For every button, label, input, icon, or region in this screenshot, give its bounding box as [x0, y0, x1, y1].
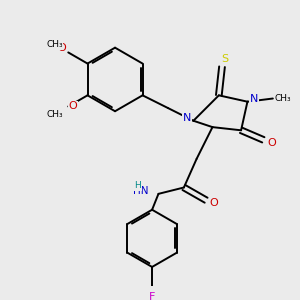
Text: CH₃: CH₃ [46, 40, 63, 49]
Text: O: O [58, 43, 66, 53]
Text: O: O [210, 198, 218, 208]
Text: N: N [183, 112, 191, 123]
Text: CH₃: CH₃ [274, 94, 291, 103]
Text: N: N [250, 94, 258, 103]
Text: O: O [267, 138, 276, 148]
Text: HN: HN [134, 186, 149, 196]
Text: O: O [69, 101, 77, 112]
Text: F: F [149, 292, 155, 300]
Text: S: S [222, 54, 229, 64]
Text: CH₃: CH₃ [46, 110, 63, 119]
Text: H: H [134, 182, 141, 190]
